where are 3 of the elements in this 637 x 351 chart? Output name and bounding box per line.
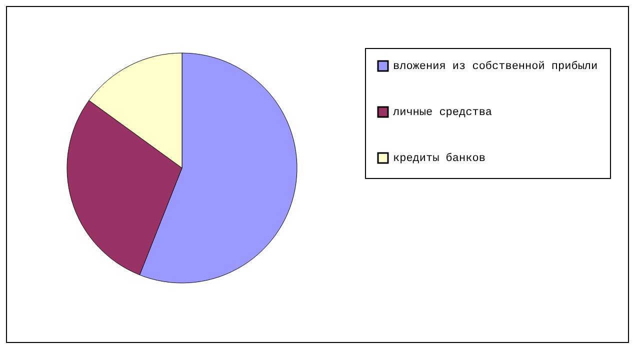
legend-label: личные средства [393, 107, 492, 119]
legend-label: кредиты банков [393, 152, 486, 165]
legend-label: вложения из собственной прибыли [393, 60, 598, 73]
